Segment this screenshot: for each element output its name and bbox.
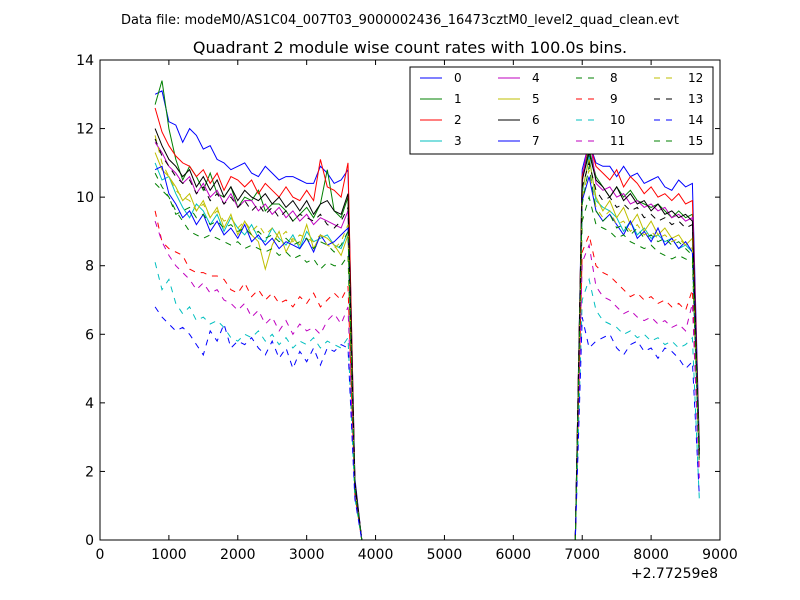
legend-label-13: 13 — [688, 92, 703, 106]
legend-label-1: 1 — [454, 92, 462, 106]
legend-label-6: 6 — [532, 113, 540, 127]
ticks-layer: 0 1000 2000 3000 4000 5000 6000 7000 8000 9000 0 2 4… — [76, 53, 738, 563]
series-line-11 — [154, 220, 700, 541]
x-tick-label: 9000 — [702, 547, 738, 563]
x-tick-label: 3000 — [289, 547, 325, 563]
series-line-8 — [154, 172, 700, 541]
legend-label-10: 10 — [610, 113, 625, 127]
series-line-7 — [154, 165, 700, 541]
series-line-2 — [154, 107, 700, 541]
x-offset-label: +2.77259e8 — [631, 566, 718, 582]
series-line-15 — [154, 166, 700, 541]
legend-label-8: 8 — [610, 71, 618, 85]
series-line-6 — [154, 128, 700, 541]
legend-label-12: 12 — [688, 71, 703, 85]
x-tick-label: 5000 — [427, 547, 463, 563]
series-line-14 — [154, 306, 700, 541]
series-layer — [154, 80, 700, 541]
figure-suptitle: Data file: modeM0/AS1C04_007T03_90000024… — [121, 13, 679, 28]
y-tick-label: 2 — [85, 464, 94, 480]
x-tick-label: 4000 — [358, 547, 394, 563]
x-tick-label: 8000 — [633, 547, 669, 563]
legend-box — [409, 66, 714, 155]
x-tick-label: 2000 — [220, 547, 256, 563]
legend-label-4: 4 — [532, 71, 540, 85]
chart-title: Quadrant 2 module wise count rates with … — [193, 38, 627, 57]
y-tick-label: 12 — [76, 122, 94, 138]
x-tick-label: 6000 — [496, 547, 532, 563]
y-tick-label: 10 — [76, 190, 94, 206]
series-line-13 — [154, 138, 700, 541]
legend-label-3: 3 — [454, 134, 462, 148]
x-tick-label: 1000 — [151, 547, 187, 563]
plot-frame — [99, 59, 721, 541]
y-tick-label: 14 — [76, 53, 94, 69]
x-tick-label: 0 — [96, 547, 105, 563]
legend-label-2: 2 — [454, 113, 462, 127]
series-line-9 — [154, 210, 700, 541]
legend-label-11: 11 — [610, 134, 625, 148]
legend-label-15: 15 — [688, 134, 703, 148]
y-tick-label: 8 — [85, 259, 94, 275]
x-tick-label: 7000 — [564, 547, 600, 563]
legend-label-9: 9 — [610, 92, 618, 106]
legend-label-14: 14 — [688, 113, 703, 127]
y-tick-label: 0 — [85, 533, 94, 549]
series-line-12 — [154, 135, 700, 541]
series-line-10 — [154, 262, 700, 541]
y-tick-label: 4 — [85, 396, 94, 412]
y-tick-label: 6 — [85, 327, 94, 343]
legend-label-7: 7 — [532, 134, 540, 148]
legend-label-5: 5 — [532, 92, 540, 106]
legend-label-0: 0 — [454, 71, 462, 85]
